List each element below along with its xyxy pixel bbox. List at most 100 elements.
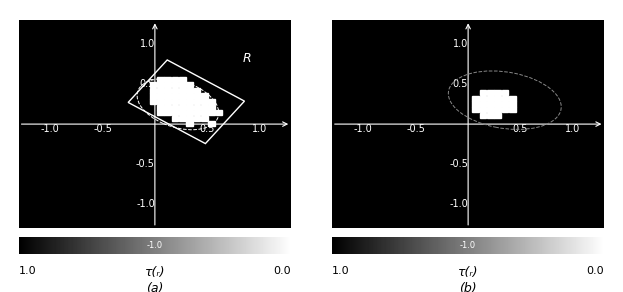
Text: τ(ᵣ): τ(ᵣ) — [458, 266, 478, 279]
Bar — [494, 101, 501, 107]
Bar — [194, 99, 201, 104]
Text: 0.5: 0.5 — [513, 124, 528, 134]
Bar — [157, 88, 164, 93]
Text: -1.0: -1.0 — [147, 241, 163, 250]
Text: y/λ: y/λ — [473, 9, 490, 19]
Text: -1.0: -1.0 — [40, 124, 59, 134]
Text: -0.5: -0.5 — [93, 124, 112, 134]
Bar — [494, 96, 501, 101]
Text: 1.0: 1.0 — [565, 124, 581, 134]
Bar — [172, 99, 178, 104]
Bar — [150, 88, 156, 93]
Bar — [502, 107, 508, 112]
Bar — [502, 101, 508, 107]
Bar — [201, 99, 207, 104]
Bar — [208, 121, 215, 126]
Bar — [179, 82, 186, 87]
Bar — [164, 93, 171, 99]
Bar — [164, 105, 171, 110]
Bar — [157, 93, 164, 99]
Bar — [179, 105, 186, 110]
Text: -1.0: -1.0 — [354, 124, 373, 134]
Bar — [208, 99, 215, 104]
Bar — [186, 93, 193, 99]
Bar — [157, 82, 164, 87]
Text: 1.0: 1.0 — [19, 266, 36, 276]
Bar — [480, 101, 487, 107]
Bar — [201, 105, 207, 110]
Bar — [502, 96, 508, 101]
Bar — [487, 96, 493, 101]
Bar — [509, 107, 516, 112]
Bar — [179, 77, 186, 82]
Bar — [179, 88, 186, 93]
Bar — [480, 113, 487, 118]
Text: (b): (b) — [459, 282, 477, 292]
Bar — [186, 88, 193, 93]
Bar — [201, 93, 207, 99]
Bar — [128, 60, 244, 144]
Text: y/λ: y/λ — [160, 9, 177, 19]
Bar — [487, 107, 493, 112]
Bar — [186, 110, 193, 115]
Bar — [172, 82, 178, 87]
Text: 0.5: 0.5 — [453, 79, 468, 89]
Text: x/λ: x/λ — [294, 119, 312, 129]
Bar — [509, 96, 516, 101]
Text: -0.5: -0.5 — [136, 159, 155, 169]
Bar — [179, 116, 186, 121]
Bar — [208, 105, 215, 110]
Text: 0.5: 0.5 — [199, 124, 215, 134]
Bar — [164, 110, 171, 115]
Bar — [186, 99, 193, 104]
Bar — [150, 82, 156, 87]
Bar — [164, 99, 171, 104]
Bar — [172, 116, 178, 121]
Bar — [208, 110, 215, 115]
Bar — [494, 90, 501, 95]
Bar — [157, 105, 164, 110]
Bar — [157, 77, 164, 82]
Bar — [480, 107, 487, 112]
Bar — [172, 93, 178, 99]
Bar — [201, 116, 207, 121]
Bar — [194, 116, 201, 121]
Text: 1.0: 1.0 — [453, 39, 468, 49]
Text: R: R — [243, 52, 252, 65]
Bar — [157, 110, 164, 115]
Bar — [186, 116, 193, 121]
Text: x/λ: x/λ — [607, 119, 623, 129]
Bar — [186, 105, 193, 110]
Bar — [172, 105, 178, 110]
Bar — [194, 105, 201, 110]
Bar — [179, 99, 186, 104]
Text: 1.0: 1.0 — [332, 266, 350, 276]
Bar — [487, 90, 493, 95]
Bar — [494, 107, 501, 112]
Bar — [172, 88, 178, 93]
Text: 0.0: 0.0 — [273, 266, 291, 276]
Bar — [472, 107, 479, 112]
Text: 0.0: 0.0 — [587, 266, 604, 276]
Bar — [179, 110, 186, 115]
Bar — [150, 99, 156, 104]
Bar — [494, 113, 501, 118]
Text: -1.0: -1.0 — [449, 199, 468, 209]
Bar — [480, 90, 487, 95]
Bar — [509, 101, 516, 107]
Bar — [164, 82, 171, 87]
Bar — [164, 88, 171, 93]
Bar — [502, 90, 508, 95]
Text: (a): (a) — [146, 282, 164, 292]
Bar — [472, 101, 479, 107]
Text: -1.0: -1.0 — [136, 199, 155, 209]
Bar — [179, 93, 186, 99]
Bar — [150, 93, 156, 99]
Text: -0.5: -0.5 — [406, 124, 425, 134]
Text: 0.5: 0.5 — [140, 79, 155, 89]
Bar — [194, 88, 201, 93]
Bar — [186, 121, 193, 126]
Bar — [172, 77, 178, 82]
Bar — [157, 99, 164, 104]
Bar — [487, 101, 493, 107]
